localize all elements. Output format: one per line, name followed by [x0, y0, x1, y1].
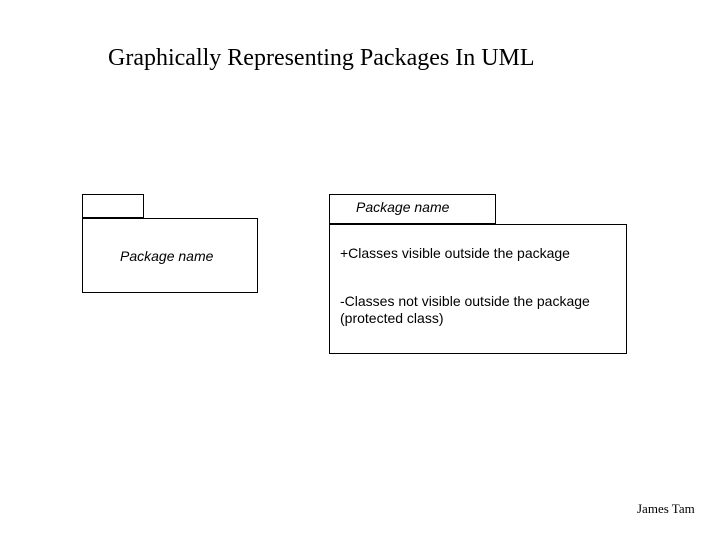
right-package-body [329, 224, 627, 354]
right-package-line-protected-1: -Classes not visible outside the package [340, 293, 590, 309]
right-package-line-protected-2: (protected class) [340, 310, 443, 326]
left-package-tab [82, 194, 144, 218]
right-package-tab-label: Package name [356, 199, 449, 215]
left-package-label: Package name [120, 248, 213, 264]
right-package-line-public: +Classes visible outside the package [340, 245, 570, 261]
slide-title: Graphically Representing Packages In UML [108, 45, 535, 72]
author-footer: James Tam [637, 501, 695, 517]
